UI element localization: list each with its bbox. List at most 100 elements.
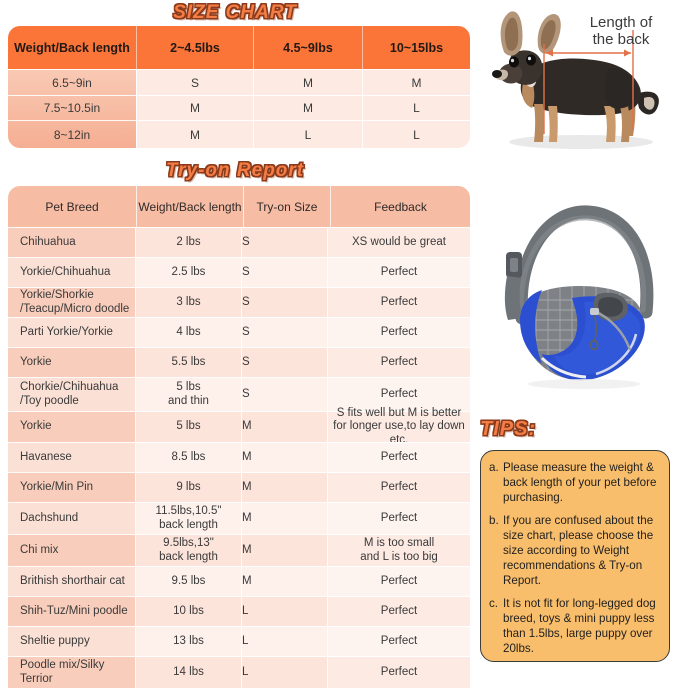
- tryon-cell: 2 lbs: [136, 227, 242, 257]
- tryon-cell: 4 lbs: [136, 317, 242, 347]
- tryon-cell-text: 13 lbs: [173, 634, 204, 647]
- tryon-cell-text: 3 lbs: [176, 295, 201, 308]
- table-row: Yorkie 5 lbs M S fits well but M is better …: [8, 407, 470, 446]
- size-chart-header-cell: Weight/Back length: [8, 26, 137, 70]
- tryon-cell: M: [242, 534, 328, 566]
- tryon-cell-text: S: [242, 355, 250, 368]
- tryon-cell: Perfect: [328, 566, 470, 596]
- tryon-cell: L: [242, 626, 328, 656]
- tryon-cell: Brithish shorthair cat: [8, 566, 136, 596]
- tryon-cell-text: 2.5 lbs: [171, 265, 206, 278]
- table-row: Parti Yorkie/Yorkie 4 lbs S Perfect: [8, 317, 470, 347]
- tryon-cell-text: Perfect: [380, 574, 418, 587]
- size-chart-cell: 8~12in: [8, 120, 137, 148]
- size-chart-cell: M: [137, 94, 254, 121]
- tip-text: If you are confused about the size chart…: [503, 513, 654, 588]
- tryon-cell-text: Perfect: [380, 387, 418, 400]
- tryon-cell-text: Yorkie: [20, 355, 52, 368]
- tryon-cell-text: M: [242, 543, 252, 556]
- tryon-cell: Perfect: [328, 317, 470, 347]
- tryon-cell-text: 9 lbs: [176, 480, 201, 493]
- tips-box: a. Please measure the weight & back lengt…: [480, 450, 670, 662]
- tryon-cell-text: 9.5 lbs: [171, 574, 206, 587]
- tryon-cell: Shih-Tuz/Mini poodle: [8, 596, 136, 626]
- tryon-cell-text: 11.5lbs,10.5" back length: [155, 505, 222, 531]
- tryon-cell-text: 2 lbs: [176, 235, 201, 248]
- tryon-cell: Perfect: [328, 596, 470, 626]
- tryon-cell: Yorkie: [8, 347, 136, 377]
- tryon-cell: S: [242, 347, 328, 377]
- tryon-cell: Chorkie/Chihuahua /Toy poodle: [8, 377, 136, 411]
- size-chart-table: Weight/Back length 2~4.5lbs 4.5~9lbs 10~…: [8, 26, 470, 148]
- tryon-cell-text: Brithish shorthair cat: [20, 574, 125, 587]
- tip-marker: b.: [489, 513, 499, 527]
- tryon-cell: Perfect: [328, 257, 470, 287]
- size-chart-cell: M: [363, 69, 470, 95]
- tryon-cell-text: 5.5 lbs: [171, 355, 206, 368]
- tryon-cell: Perfect: [328, 502, 470, 534]
- tryon-cell: 5 lbs and thin: [136, 377, 242, 411]
- tryon-header-cell: Weight/Back length: [137, 186, 244, 227]
- tryon-header-row: Pet Breed Weight/Back length Try-on Size…: [8, 186, 470, 227]
- tryon-cell-text: S: [242, 325, 250, 338]
- tryon-cell: S: [242, 377, 328, 411]
- tryon-cell: M: [242, 411, 328, 442]
- table-row: Brithish shorthair cat 9.5 lbs M Perfect: [8, 566, 470, 596]
- tryon-cell: 3 lbs: [136, 287, 242, 317]
- tryon-cell: Dachshund: [8, 502, 136, 534]
- tryon-cell-text: Chi mix: [20, 543, 59, 556]
- tryon-cell-text: Parti Yorkie/Yorkie: [20, 325, 113, 338]
- tryon-cell-text: Chihuahua: [20, 235, 76, 248]
- tryon-cell: S: [242, 257, 328, 287]
- tryon-cell-text: Perfect: [380, 265, 418, 278]
- size-chart-header-row: Weight/Back length 2~4.5lbs 4.5~9lbs 10~…: [8, 26, 470, 70]
- tryon-cell-text: M: [242, 480, 252, 493]
- tryon-cell: S: [242, 317, 328, 347]
- size-chart-header-cell: 2~4.5lbs: [137, 26, 254, 70]
- tryon-cell-text: Perfect: [380, 355, 418, 368]
- table-row: Sheltie puppy 13 lbs L Perfect: [8, 626, 470, 656]
- tryon-cell-text: Perfect: [380, 450, 418, 463]
- tryon-cell: Yorkie/Min Pin: [8, 472, 136, 502]
- tryon-cell: Perfect: [328, 347, 470, 377]
- tryon-cell-text: 9.5lbs,13" back length: [159, 537, 218, 563]
- tryon-cell: M is too small and L is too big: [328, 534, 470, 566]
- tip-text: Please measure the weight & back length …: [503, 461, 657, 505]
- tryon-cell-text: M: [242, 511, 252, 524]
- tryon-cell-text: S: [242, 387, 250, 400]
- table-row: Yorkie/Shorkie /Teacup/Micro doodle 3 lbs…: [8, 287, 470, 317]
- size-chart-row: 8~12in M L L: [8, 120, 470, 148]
- tryon-cell: 2.5 lbs: [136, 257, 242, 287]
- tryon-cell-text: Perfect: [380, 480, 418, 493]
- tip-marker: c.: [489, 596, 499, 610]
- tryon-cell: Poodle mix/Silky Terrior: [8, 656, 136, 688]
- tryon-cell-text: Yorkie/Chihuahua: [20, 265, 111, 278]
- tryon-header-cell: Pet Breed: [8, 186, 137, 227]
- tryon-cell: Chihuahua: [8, 227, 136, 257]
- pet-carrier-sling-bag-photo: [476, 168, 676, 406]
- tryon-cell: S: [242, 227, 328, 257]
- tryon-cell-text: Havanese: [20, 450, 72, 463]
- tryon-cell-text: 10 lbs: [173, 604, 204, 617]
- size-chart-cell: L: [363, 120, 470, 148]
- tryon-cell: L: [242, 596, 328, 626]
- tryon-cell-text: S: [242, 235, 250, 248]
- size-chart-cell: L: [254, 120, 363, 148]
- table-row: Chorkie/Chihuahua /Toy poodle 5 lbs and t…: [8, 377, 470, 411]
- tryon-cell-text: 5 lbs and thin: [168, 381, 209, 407]
- tryon-cell-text: M: [242, 450, 252, 463]
- tryon-cell-text: 5 lbs: [176, 420, 201, 433]
- tips-title: TIPS:: [480, 418, 537, 440]
- table-row: Yorkie/Chihuahua 2.5 lbs S Perfect: [8, 257, 470, 287]
- tryon-cell: Perfect: [328, 377, 470, 411]
- tryon-cell-text: L: [242, 604, 249, 617]
- tryon-cell-text: Chorkie/Chihuahua /Toy poodle: [20, 381, 119, 407]
- tryon-cell: 9.5lbs,13" back length: [136, 534, 242, 566]
- tryon-cell: 9 lbs: [136, 472, 242, 502]
- tryon-cell-text: Perfect: [380, 634, 418, 647]
- tryon-cell-text: Dachshund: [20, 511, 79, 524]
- tryon-cell: Perfect: [328, 656, 470, 688]
- tryon-cell-text: Perfect: [380, 511, 418, 524]
- tryon-cell: Perfect: [328, 442, 470, 472]
- tryon-cell-text: Yorkie: [20, 420, 52, 433]
